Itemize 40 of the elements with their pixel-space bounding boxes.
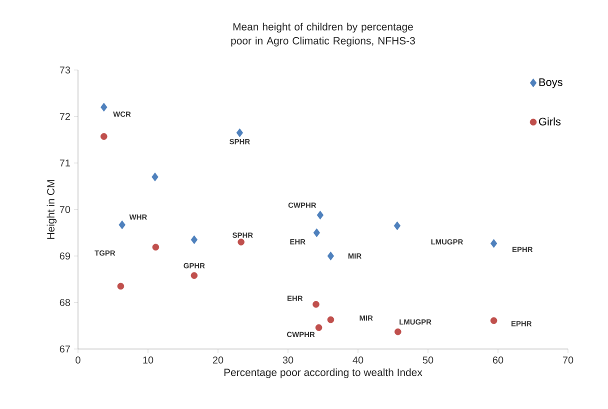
y-axis-title: Height in CM [46,180,57,239]
y-tick-label: 67 [60,345,70,353]
x-tick-label: 50 [422,356,434,364]
chart-title: Mean height of children by percentage poor in Agro Climatic Regions, NFHS-3 [231,22,415,47]
point [316,210,324,220]
point [100,133,108,140]
y-tick-label: 73 [60,66,70,74]
point [315,324,322,332]
point [236,128,244,138]
point [152,244,160,251]
point [490,317,498,324]
point [118,220,126,230]
legend-label: Boys [539,78,562,88]
x-tick-label: 70 [562,356,574,364]
point [190,235,198,244]
point [117,282,124,290]
x-tick-label: 30 [282,356,294,364]
point [152,172,158,182]
x-axis-title: Percentage poor according to wealth Index [224,368,422,378]
y-tick-label: 72 [60,113,70,120]
point [394,221,401,230]
y-tick-label: 68 [60,298,70,306]
x-tick-label: 10 [143,356,154,364]
y-tick-label: 71 [60,160,70,166]
point [327,252,334,260]
point [394,328,402,336]
point [327,316,334,324]
y-tick-label: 69 [60,252,70,260]
y-tick-label: 70 [60,206,70,214]
point [238,238,244,246]
point [312,300,320,308]
point [313,228,320,238]
x-tick-label: 20 [212,356,224,364]
x-tick-label: 0 [76,356,80,364]
point [490,239,498,248]
legend-label: Girls [539,117,561,126]
point [100,102,108,112]
point [190,272,198,279]
x-tick-label: 60 [492,356,504,364]
x-tick-label: 40 [352,356,364,364]
